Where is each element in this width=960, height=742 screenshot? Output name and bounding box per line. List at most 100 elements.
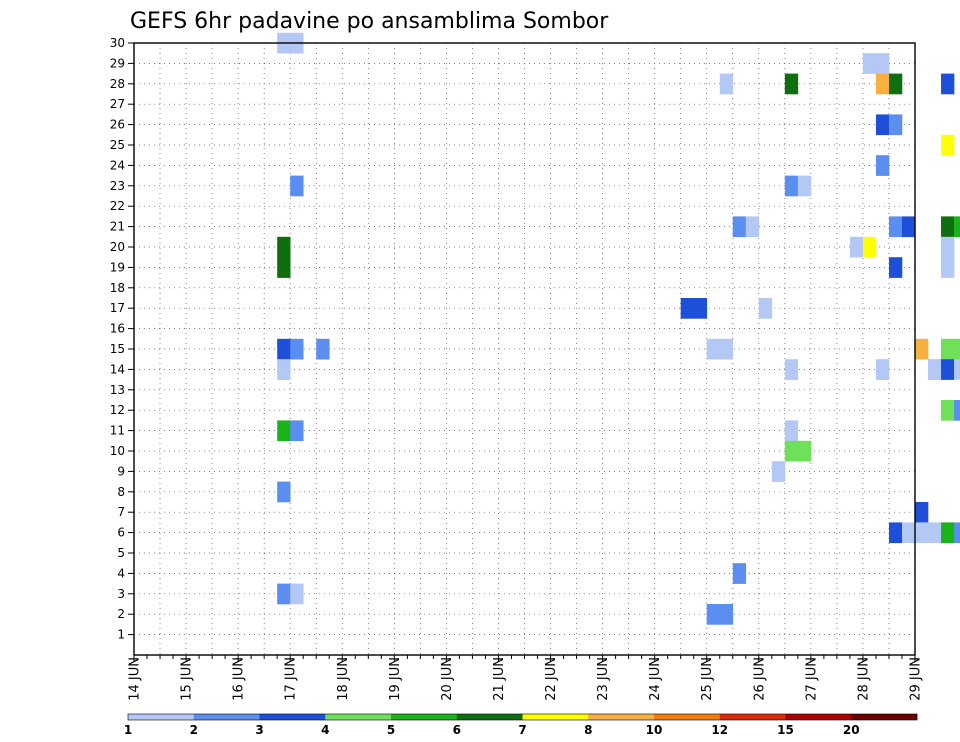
heatmap-cell (941, 236, 955, 258)
y-tick-label: 17 (110, 301, 125, 315)
heatmap-cell (941, 359, 955, 380)
heatmap-cell (875, 359, 890, 380)
heatmap-cell (941, 257, 955, 278)
heatmap-cell (797, 440, 812, 462)
heatmap-cell (954, 359, 960, 380)
heatmap-cell (277, 583, 291, 605)
x-tick-label: 29 JUN (909, 657, 924, 701)
legend-label: 5 (387, 723, 395, 737)
legend-label: 8 (584, 723, 592, 737)
legend-label: 1 (124, 723, 132, 737)
legend-swatch (522, 714, 589, 720)
heatmap-cell (954, 216, 960, 238)
heatmap-cell (719, 338, 734, 360)
y-tick-label: 22 (110, 199, 125, 213)
y-tick-label: 9 (117, 464, 125, 478)
heatmap-cell (954, 338, 960, 360)
heatmap-cell (797, 175, 812, 197)
heatmap-cell (915, 522, 929, 544)
heatmap-cell (954, 522, 960, 544)
heatmap-cell (941, 400, 955, 421)
y-tick-label: 14 (110, 362, 125, 376)
heatmap-cell (941, 73, 955, 95)
x-tick-label: 26 JUN (752, 657, 767, 701)
y-tick-label: 30 (110, 36, 125, 50)
heatmap-cell (719, 604, 734, 625)
heatmap-cell (771, 461, 786, 482)
y-tick-label: 4 (117, 566, 125, 580)
heatmap-cell (941, 338, 955, 360)
heatmap-cell (277, 338, 291, 360)
heatmap-cell (784, 440, 799, 462)
heatmap-cell (290, 420, 304, 442)
y-tick-label: 1 (117, 628, 125, 642)
legend-swatch (259, 714, 326, 720)
heatmap-cell (862, 236, 877, 258)
heatmap-cell (954, 400, 960, 421)
y-tick-label: 8 (117, 485, 125, 499)
heatmap-cell (875, 155, 890, 176)
heatmap-cell (784, 420, 799, 442)
legend-swatch (785, 714, 852, 720)
legend-label: 4 (321, 723, 329, 737)
y-tick-label: 23 (110, 179, 125, 193)
x-tick-label: 24 JUN (648, 657, 663, 701)
x-tick-label: 28 JUN (856, 657, 871, 701)
heatmap-cell (680, 298, 695, 319)
y-tick-label: 26 (110, 118, 125, 132)
heatmap-cell (706, 604, 721, 625)
heatmap-cell (875, 73, 890, 95)
grid-lines (134, 42, 915, 655)
y-tick-label: 29 (110, 56, 125, 70)
heatmap-cell (277, 420, 291, 442)
heatmap-cell (693, 298, 708, 319)
heatmap-cells (277, 32, 960, 625)
y-tick-label: 7 (117, 505, 125, 519)
heatmap-cell (888, 522, 903, 544)
heatmap-cell (277, 236, 291, 258)
heatmap-cell (915, 338, 929, 360)
y-tick-label: 11 (110, 424, 125, 438)
heatmap-cell (928, 359, 942, 380)
y-tick-label: 5 (117, 546, 125, 560)
y-tick-label: 15 (110, 342, 125, 356)
heatmap-cell (901, 522, 916, 544)
x-tick-label: 25 JUN (700, 657, 715, 701)
heatmap-cell (941, 216, 955, 238)
heatmap-cell (888, 216, 903, 238)
heatmap-cell (706, 338, 721, 360)
legend-label: 12 (711, 723, 728, 737)
x-tick-label: 20 JUN (440, 657, 455, 701)
legend-label: 7 (518, 723, 526, 737)
legend-bar-frame (127, 713, 918, 721)
heatmap-cell (732, 563, 747, 584)
y-tick-label: 19 (110, 260, 125, 274)
legend-swatch (654, 714, 721, 720)
heatmap-cell (875, 53, 890, 74)
legend-label: 3 (255, 723, 263, 737)
heatmap-cell (277, 481, 291, 503)
legend-swatch (719, 714, 786, 720)
heatmap-cell (888, 257, 903, 278)
x-tick-label: 16 JUN (232, 657, 247, 701)
heatmap-cell (888, 114, 903, 136)
heatmap-cell (784, 359, 799, 380)
y-tick-label: 16 (110, 322, 125, 336)
heatmap-cell (784, 175, 799, 197)
legend-swatch (193, 714, 260, 720)
heatmap-cell (915, 502, 929, 523)
heatmap-cell (290, 583, 304, 605)
legend-swatch (128, 714, 195, 720)
heatmap-cell (316, 338, 330, 360)
legend-label: 6 (453, 723, 461, 737)
x-tick-label: 15 JUN (180, 657, 195, 701)
heatmap-cell (901, 216, 916, 238)
x-axis: 14 JUN 15 JUN 16 JUN 17 JUN 18 JUN 19 JUN 20 J… (128, 655, 924, 701)
heatmap-cell (277, 359, 291, 380)
y-tick-label: 21 (110, 220, 125, 234)
heatmap-cell (719, 73, 734, 95)
x-tick-label: 14 JUN (128, 657, 143, 701)
y-tick-label: 18 (110, 281, 125, 295)
heatmap-cell (941, 522, 955, 544)
